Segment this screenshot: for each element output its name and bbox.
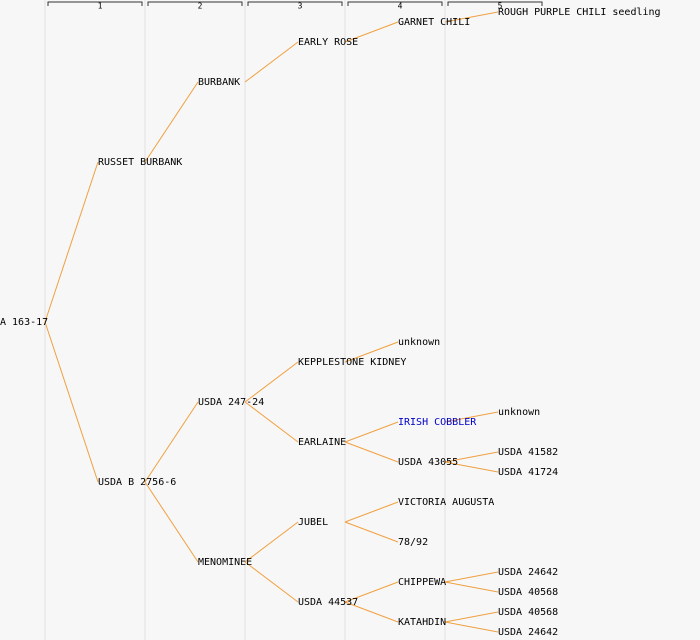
pedigree-edge xyxy=(244,561,299,603)
generation-label: 5 xyxy=(498,2,503,11)
node-label: EARLY ROSE xyxy=(298,37,358,48)
node-label: USDA B 2756-6 xyxy=(98,477,176,488)
pedigree-edge xyxy=(344,581,399,603)
generation-bracket xyxy=(147,1,243,6)
node-label: VICTORIA AUGUSTA xyxy=(398,497,494,508)
node-label: MENOMINEE xyxy=(198,557,252,568)
node-label: GARNET CHILI xyxy=(398,17,470,28)
pedigree-edge xyxy=(244,401,299,443)
node-link[interactable]: IRISH COBBLER xyxy=(398,417,477,428)
node-label: RUSSET BURBANK xyxy=(98,157,182,168)
pedigree-edge xyxy=(244,361,299,403)
pedigree-edge xyxy=(144,81,199,163)
pedigree-edge xyxy=(444,611,499,623)
node-label: USDA 24642 xyxy=(498,627,558,638)
node-label: USDA 41724 xyxy=(498,467,558,478)
pedigree-edge xyxy=(444,451,499,463)
node-label: USDA 40568 xyxy=(498,607,558,618)
generation-label: 2 xyxy=(198,2,203,11)
pedigree-edge xyxy=(344,21,399,43)
node-label: JUBEL xyxy=(298,517,328,528)
pedigree-edge xyxy=(144,401,199,483)
column-guides xyxy=(44,0,446,640)
pedigree-edge xyxy=(244,521,299,563)
generation-label: 1 xyxy=(98,2,103,11)
node-label: unknown xyxy=(398,337,440,348)
pedigree-edge xyxy=(344,421,399,443)
generation-bracket xyxy=(247,1,343,6)
pedigree-edge xyxy=(444,461,499,473)
pedigree-edge xyxy=(444,571,499,583)
pedigree-edge xyxy=(44,161,99,323)
generation-bracket xyxy=(47,1,143,6)
node-label: USDA 43055 xyxy=(398,457,458,468)
pedigree-edge xyxy=(344,521,399,543)
node-label: KEPPLESTONE KIDNEY xyxy=(298,357,406,368)
pedigree-edge xyxy=(444,11,499,23)
generation-label: 4 xyxy=(398,2,403,11)
node-label: A 163-17 xyxy=(0,317,48,328)
node-label: BURBANK xyxy=(198,77,240,88)
node-label: USDA 41582 xyxy=(498,447,558,458)
pedigree-edge xyxy=(44,321,99,483)
generation-label: 3 xyxy=(298,2,303,11)
node-label: USDA 24642 xyxy=(498,567,558,578)
pedigree-edge xyxy=(444,581,499,593)
node-label: EARLAINE xyxy=(298,437,346,448)
node-label: KATAHDIN xyxy=(398,617,446,628)
node-label: unknown xyxy=(498,407,540,418)
pedigree-edge xyxy=(144,481,199,563)
node-label: USDA 44537 xyxy=(298,597,358,608)
node-label: CHIPPEWA xyxy=(398,577,446,588)
pedigree-edge xyxy=(344,341,399,363)
pedigree-edge xyxy=(444,621,499,633)
pedigree-edge xyxy=(344,501,399,523)
node-label: USDA 40568 xyxy=(498,587,558,598)
pedigree-edge xyxy=(344,441,399,463)
pedigree-edge xyxy=(344,601,399,623)
node-label: ROUGH PURPLE CHILI seedling xyxy=(498,7,661,18)
generation-bracket xyxy=(447,1,543,6)
pedigree-edge xyxy=(244,41,299,83)
node-label: 78/92 xyxy=(398,537,428,548)
pedigree-edge xyxy=(444,411,499,423)
generation-bracket xyxy=(347,1,443,6)
node-label: USDA 247-24 xyxy=(198,397,264,408)
